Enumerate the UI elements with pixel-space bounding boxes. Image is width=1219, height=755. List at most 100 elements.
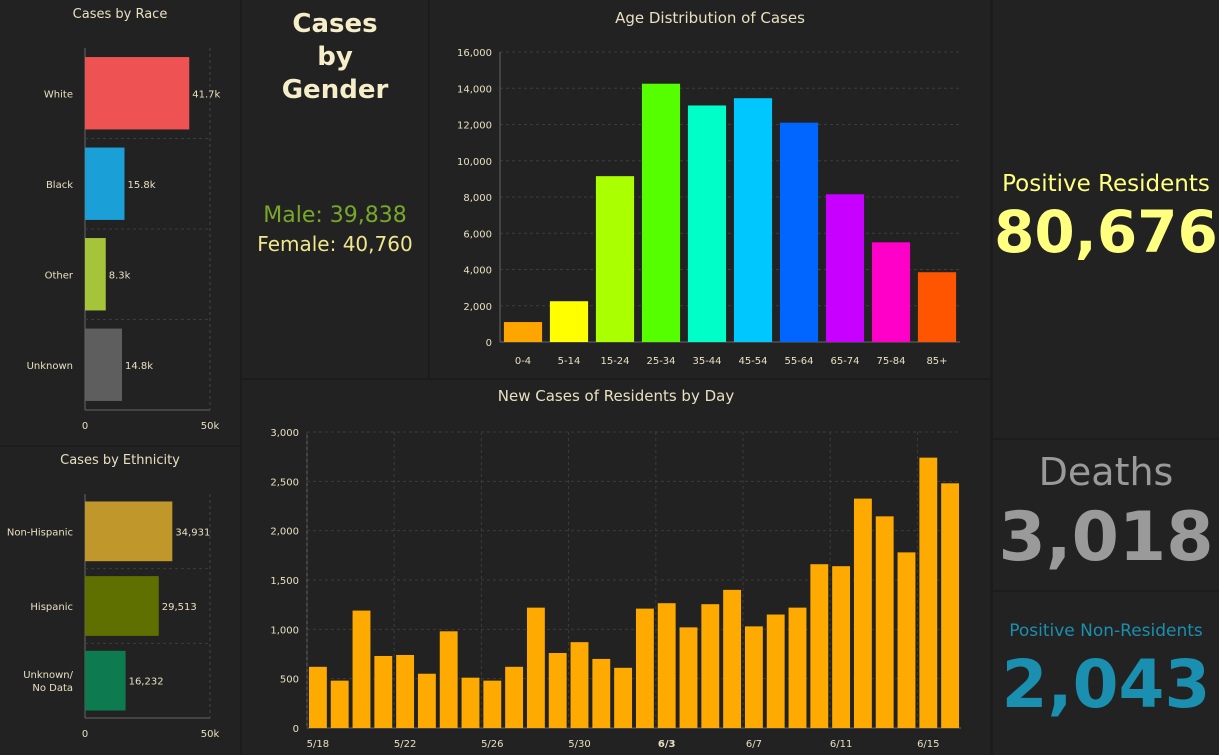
- category-label: Hispanic: [30, 602, 73, 613]
- category-label: No Data: [32, 683, 73, 694]
- category-label: 25-34: [646, 356, 675, 367]
- bar: [330, 680, 349, 728]
- age-panel: Age Distribution of Cases 0 2,000 4,000 6,0…: [430, 0, 990, 378]
- bar: [641, 83, 681, 342]
- tick-label: 6/3: [658, 739, 676, 750]
- category-label: Unknown: [27, 361, 73, 372]
- tick-label: 0: [486, 338, 492, 349]
- bar: [85, 147, 125, 220]
- bar: [549, 301, 589, 342]
- bar: [679, 627, 698, 728]
- category-label: Non-Hispanic: [7, 527, 73, 538]
- bar: [505, 666, 524, 728]
- race-panel: Cases by Race 41.7k White 15.8k Black 8.3k Ot…: [0, 0, 240, 445]
- bar: [85, 57, 190, 130]
- bar: [308, 666, 327, 728]
- gender-panel: Cases by Gender Male: 39,838 Female: 40,…: [242, 0, 428, 378]
- deaths-label: Deaths: [1038, 450, 1174, 494]
- bar: [503, 322, 543, 342]
- bar: [85, 238, 106, 311]
- tick-label: 10,000: [457, 157, 492, 168]
- bar: [701, 604, 720, 728]
- tick-label: 2,000: [463, 302, 492, 313]
- tick-label: 8,000: [463, 193, 492, 204]
- bar: [810, 564, 829, 728]
- ethnicity-panel: Cases by Ethnicity 34,931 Non-Hispanic 29,…: [0, 447, 240, 755]
- bar: [85, 501, 173, 562]
- bar: [548, 653, 567, 728]
- bar: [85, 576, 159, 636]
- data-label: 34,931: [175, 527, 210, 538]
- tick-label: 6,000: [463, 229, 492, 240]
- data-label: 8.3k: [109, 270, 131, 281]
- bar: [396, 654, 415, 728]
- tick-label: 1,000: [270, 625, 299, 636]
- bar: [595, 176, 635, 342]
- nonres-label: Positive Non-Residents: [1009, 621, 1203, 641]
- data-label: 29,513: [162, 602, 197, 613]
- race-chart: 41.7k White 15.8k Black 8.3k Other 14.8k Unknow…: [27, 48, 221, 432]
- positive-value: 80,676: [994, 198, 1218, 266]
- bar: [461, 677, 480, 728]
- ethnicity-title: Cases by Ethnicity: [60, 453, 180, 468]
- bar: [352, 610, 371, 728]
- tick-label: 50k: [201, 729, 220, 740]
- category-label: Unknown/: [23, 670, 73, 681]
- tick-label: 0: [293, 724, 299, 735]
- bar: [897, 552, 916, 728]
- bar: [788, 607, 807, 728]
- tick-label: 2,500: [270, 477, 299, 488]
- data-label: 15.8k: [128, 180, 156, 191]
- nonres-value: 2,043: [1001, 646, 1211, 723]
- tick-label: 5/26: [481, 739, 503, 750]
- category-label: 65-74: [830, 356, 859, 367]
- bar: [635, 608, 654, 728]
- category-label: 15-24: [600, 356, 629, 367]
- tick-label: 0: [82, 729, 88, 740]
- tick-label: 0: [82, 421, 88, 432]
- category-label: White: [44, 89, 73, 100]
- positive-label: Positive Residents: [1002, 171, 1210, 197]
- tick-label: 6/15: [917, 739, 939, 750]
- tick-label: 4,000: [463, 266, 492, 277]
- bar: [526, 607, 545, 728]
- category-label: 45-54: [738, 356, 767, 367]
- bar: [723, 589, 742, 728]
- bar: [85, 650, 126, 711]
- bar: [592, 658, 611, 728]
- gender-title: Cases by Gender: [281, 9, 389, 105]
- bar: [483, 680, 502, 728]
- bar: [439, 631, 458, 728]
- bar: [614, 667, 633, 728]
- bar: [657, 603, 676, 728]
- daily-panel: New Cases of Residents by Day 0 500 1,000 1…: [242, 380, 990, 755]
- tick-label: 5/30: [568, 739, 590, 750]
- nonres-panel: Positive Non-Residents 2,043: [993, 592, 1219, 755]
- bar: [733, 98, 773, 342]
- bar: [779, 122, 819, 342]
- tick-label: 6/11: [830, 739, 852, 750]
- bar: [85, 328, 122, 401]
- daily-title: New Cases of Residents by Day: [497, 387, 735, 405]
- category-label: 55-64: [784, 356, 813, 367]
- bar: [871, 242, 911, 342]
- bar: [687, 105, 727, 342]
- category-label: 85+: [926, 356, 947, 367]
- tick-label: 5/18: [307, 739, 329, 750]
- age-title: Age Distribution of Cases: [615, 9, 805, 27]
- tick-label: 12,000: [457, 121, 492, 132]
- bar: [941, 483, 960, 728]
- race-title: Cases by Race: [72, 7, 168, 22]
- bar: [832, 566, 851, 728]
- bar: [766, 614, 785, 728]
- bar: [374, 655, 393, 728]
- bar: [825, 194, 865, 342]
- tick-label: 14,000: [457, 84, 492, 95]
- tick-label: 6/7: [746, 739, 762, 750]
- age-chart: 0 2,000 4,000 6,000 8,000 10,000 12,000 14,000 1…: [457, 48, 960, 367]
- bar: [417, 673, 436, 728]
- daily-chart: 0 500 1,000 1,500 2,000 2,500 3,000 5/18 5/22 5/2…: [270, 428, 961, 750]
- tick-label: 2,000: [270, 527, 299, 538]
- bar: [919, 457, 938, 728]
- bar: [570, 642, 589, 728]
